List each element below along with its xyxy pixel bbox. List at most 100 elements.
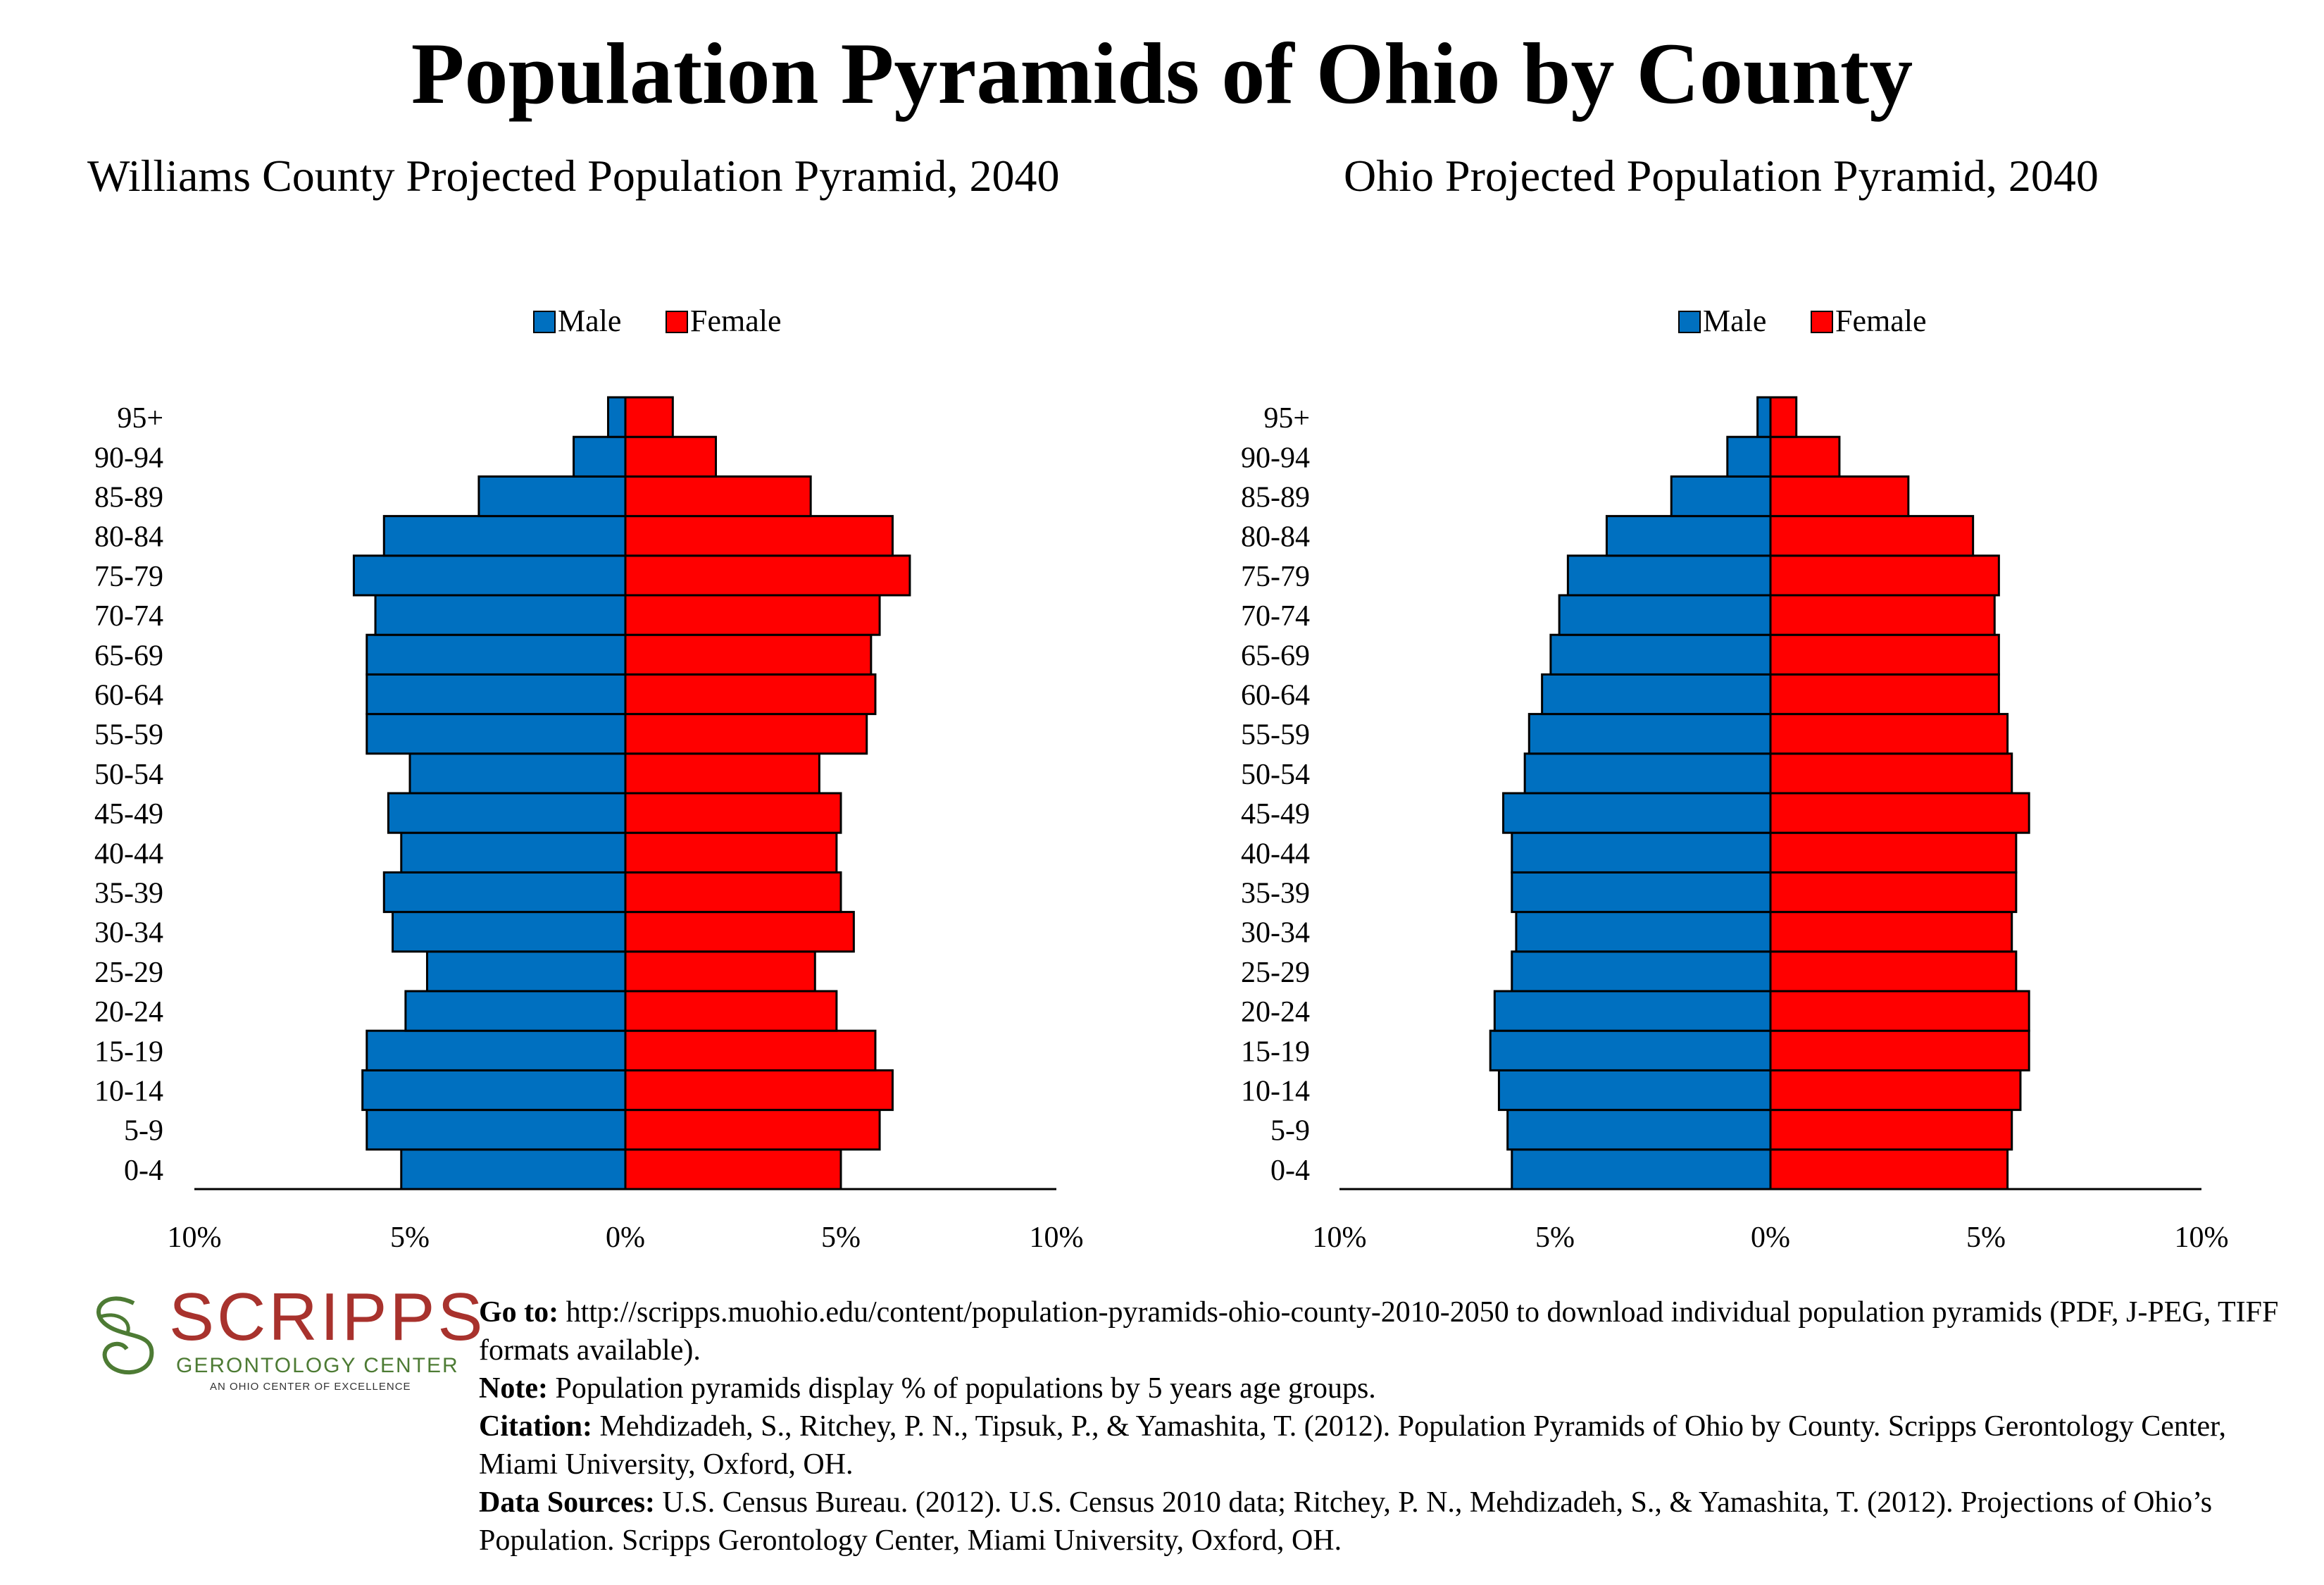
- ohio-female-bar-40-44: [1769, 831, 2018, 874]
- ohio-legend-female-label: Female: [1835, 304, 1927, 338]
- williams-female-bar-25-29: [624, 950, 816, 993]
- ohio-age-label: 75-79: [1241, 561, 1310, 593]
- ohio-age-label: 20-24: [1241, 996, 1310, 1028]
- goto-text: http://scripps.muohio.edu/content/popula…: [479, 1296, 2279, 1367]
- williams-age-label: 75-79: [94, 561, 163, 593]
- note-text: Population pyramids display % of populat…: [555, 1372, 1376, 1405]
- ohio-male-bar-70-74: [1558, 594, 1772, 636]
- ohio-age-label: 10-14: [1241, 1076, 1310, 1108]
- williams-female-bar-80-84: [624, 515, 894, 557]
- williams-legend-male-label: Male: [558, 304, 621, 338]
- ohio-x-tick-label: 0%: [1751, 1222, 1790, 1254]
- ohio-female-bar-60-64: [1769, 673, 2000, 716]
- williams-female-bar-45-49: [624, 792, 842, 834]
- williams-legend-female-label: Female: [690, 304, 782, 338]
- sources-label: Data Sources:: [479, 1486, 656, 1519]
- ohio-age-label: 80-84: [1241, 521, 1310, 554]
- williams-age-label: 40-44: [94, 838, 163, 870]
- ohio-female-bar-10-14: [1769, 1069, 2022, 1112]
- williams-x-tick-label: 10%: [168, 1222, 222, 1254]
- sources-text: U.S. Census Bureau. (2012). U.S. Census …: [479, 1486, 2213, 1557]
- ohio-age-label: 25-29: [1241, 957, 1310, 989]
- williams-female-bar-65-69: [624, 633, 873, 676]
- williams-x-tick-label: 5%: [821, 1222, 861, 1254]
- charts-area: 0-4 5-9 10-14 15-19 20-24 25-29 30-34 35-39 40-4…: [94, 304, 2229, 1254]
- williams-female-bar-30-34: [624, 911, 855, 953]
- ohio-age-label: 65-69: [1241, 640, 1310, 672]
- williams-male-bar-30-34: [392, 911, 627, 953]
- ohio-x-tick-label: 10%: [1313, 1222, 1367, 1254]
- williams-age-label: 70-74: [94, 600, 163, 633]
- williams-age-label: 55-59: [94, 719, 163, 752]
- ohio-age-label: 60-64: [1241, 680, 1310, 712]
- williams-female-bar-95+: [624, 396, 674, 438]
- williams-age-label: 65-69: [94, 640, 163, 672]
- footer-note: Note: Population pyramids display % of p…: [479, 1369, 2310, 1407]
- williams-female-bar-35-39: [624, 871, 842, 914]
- williams-age-label: 45-49: [94, 798, 163, 831]
- ohio-male-bar-95+: [1756, 396, 1772, 438]
- ohio-age-label: 50-54: [1241, 759, 1310, 791]
- ohio-female-bar-80-84: [1769, 515, 1975, 557]
- ohio-male-bar-80-84: [1605, 515, 1772, 557]
- williams-age-label: 60-64: [94, 680, 163, 712]
- williams-x-tick-label: 5%: [390, 1222, 430, 1254]
- ohio-male-bar-55-59: [1528, 713, 1772, 755]
- williams-age-label: 50-54: [94, 759, 163, 791]
- williams-female-bar-75-79: [624, 554, 911, 597]
- williams-age-label: 10-14: [94, 1076, 163, 1108]
- scripps-logo: SCRIPPS GERONTOLOGY CENTER AN OHIO CENTE…: [85, 1282, 482, 1402]
- ohio-female-bar-65-69: [1769, 633, 2000, 676]
- williams-age-label: 95+: [117, 402, 163, 435]
- ohio-legend-male-swatch: [1678, 311, 1701, 333]
- ohio-male-bar-85-89: [1670, 475, 1772, 518]
- williams-legend-male-swatch: [533, 311, 556, 333]
- ohio-male-bar-35-39: [1511, 871, 1772, 914]
- footer-sources: Data Sources: U.S. Census Bureau. (2012)…: [479, 1484, 2310, 1560]
- ohio-female-bar-50-54: [1769, 752, 2013, 795]
- ohio-male-bar-65-69: [1549, 633, 1772, 676]
- williams-female-bar-40-44: [624, 831, 838, 874]
- ohio-male-bar-60-64: [1541, 673, 1772, 716]
- logo-subtitle: GERONTOLOGY CENTER: [176, 1354, 459, 1377]
- williams-female-bar-85-89: [624, 475, 812, 518]
- ohio-male-bar-90-94: [1726, 435, 1772, 478]
- williams-female-bar-20-24: [624, 990, 838, 1032]
- ohio-x-tick-label: 5%: [1535, 1222, 1575, 1254]
- ohio-age-label: 30-34: [1241, 917, 1310, 950]
- williams-age-label: 0-4: [124, 1155, 163, 1187]
- ohio-female-bar-95+: [1769, 396, 1798, 438]
- williams-age-label: 20-24: [94, 996, 163, 1028]
- ohio-female-bar-0-4: [1769, 1148, 2009, 1191]
- ohio-male-bar-50-54: [1523, 752, 1772, 795]
- williams-age-label: 80-84: [94, 521, 163, 554]
- citation-label: Citation:: [479, 1410, 592, 1443]
- scripps-swirl-icon: [96, 1296, 154, 1375]
- main-title: Population Pyramids of Ohio by County: [411, 25, 1913, 122]
- ohio-male-bar-15-19: [1489, 1029, 1772, 1071]
- left-chart-title: Williams County Projected Population Pyr…: [87, 151, 1060, 201]
- ohio-legend-male-label: Male: [1703, 304, 1766, 338]
- ohio-x-tick-label: 5%: [1966, 1222, 2006, 1254]
- left-pyramid-chart: 0-4 5-9 10-14 15-19 20-24 25-29 30-34 35-39 40-4…: [94, 304, 1084, 1254]
- ohio-female-bar-90-94: [1769, 435, 1841, 478]
- ohio-male-bar-25-29: [1511, 950, 1772, 993]
- ohio-female-bar-30-34: [1769, 911, 2013, 953]
- williams-x-tick-label: 0%: [606, 1222, 645, 1254]
- ohio-female-bar-5-9: [1769, 1109, 2013, 1151]
- ohio-male-bar-75-79: [1566, 554, 1772, 597]
- williams-age-label: 25-29: [94, 957, 163, 989]
- ohio-age-label: 35-39: [1241, 878, 1310, 910]
- ohio-age-label: 95+: [1263, 402, 1310, 435]
- williams-female-bar-70-74: [624, 594, 881, 636]
- ohio-age-label: 55-59: [1241, 719, 1310, 752]
- ohio-female-bar-15-19: [1769, 1029, 2030, 1071]
- ohio-age-label: 5-9: [1270, 1115, 1310, 1148]
- ohio-female-bar-20-24: [1769, 990, 2030, 1032]
- ohio-age-label: 0-4: [1270, 1155, 1310, 1187]
- williams-age-label: 90-94: [94, 442, 163, 474]
- logo-name: SCRIPPS: [169, 1279, 486, 1355]
- ohio-legend-female-swatch: [1811, 311, 1833, 333]
- note-label: Note:: [479, 1372, 548, 1405]
- goto-label: Go to:: [479, 1296, 559, 1329]
